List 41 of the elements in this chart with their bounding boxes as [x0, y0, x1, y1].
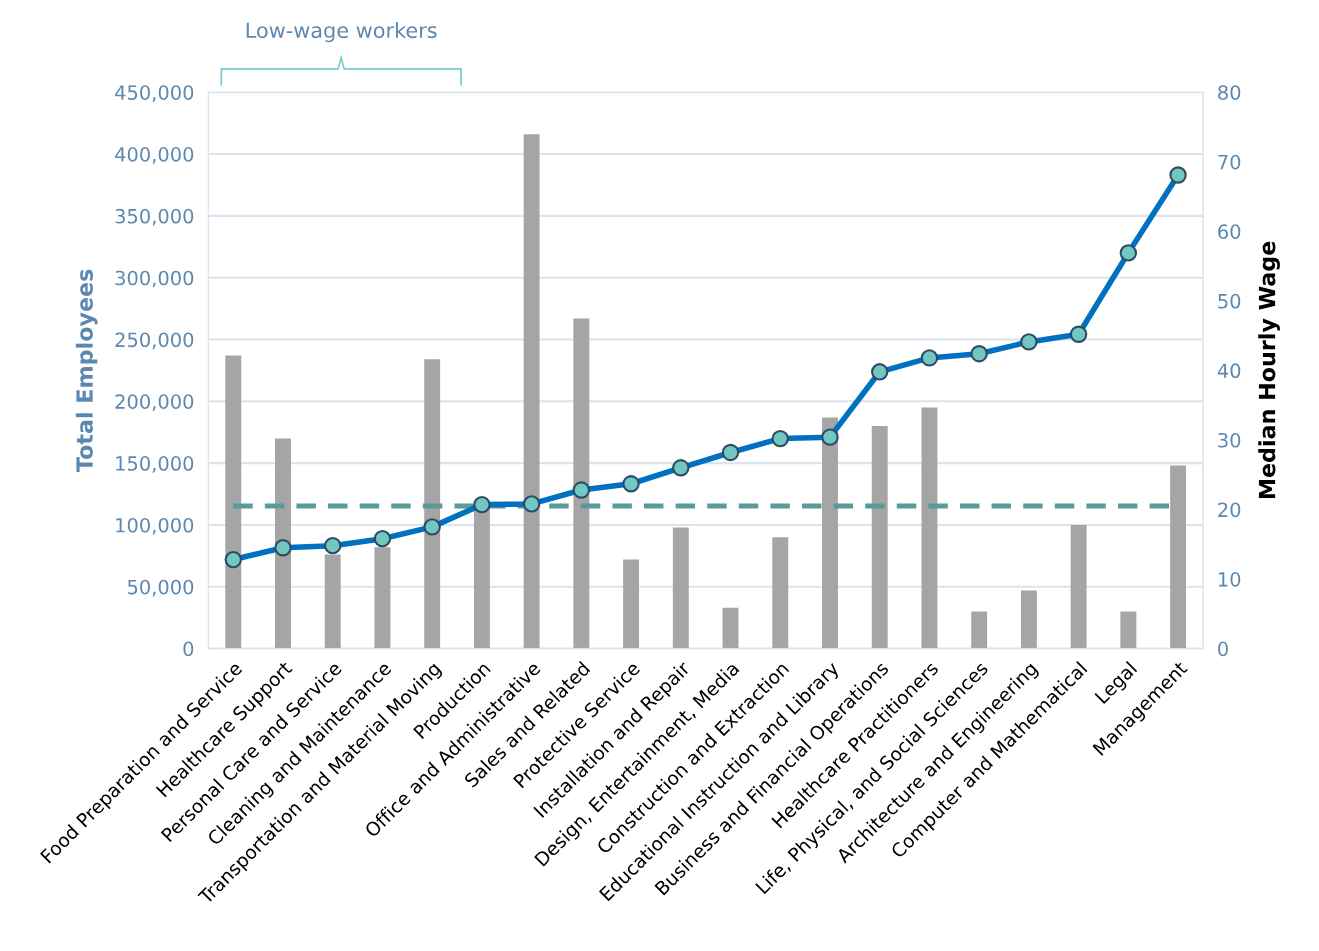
bar [523, 134, 540, 649]
y-tick-label: 0 [183, 641, 194, 657]
bar [1120, 611, 1137, 649]
y-tick-label: 50,000 [127, 579, 194, 597]
y-tick-label: 100,000 [116, 517, 194, 535]
y2-tick-label: 50 [1218, 293, 1241, 309]
bar [1170, 465, 1187, 649]
y2-tick-label: 30 [1218, 432, 1241, 448]
y-tick-label: 450,000 [115, 85, 194, 102]
bar [672, 527, 689, 649]
y2-tick-label: 80 [1218, 85, 1241, 100]
bar [573, 318, 590, 649]
y2-tick-label: 70 [1218, 154, 1241, 170]
bar [722, 607, 739, 649]
bar [1070, 524, 1087, 649]
bar [225, 355, 242, 649]
y-tick-label: 300,000 [115, 270, 194, 288]
y2-tick-label: 0 [1218, 641, 1228, 657]
bar [921, 407, 938, 649]
bar [324, 554, 341, 649]
y-tick-label: 250,000 [115, 332, 194, 350]
bar [1020, 590, 1037, 649]
y2-tick-label: 40 [1217, 363, 1241, 379]
bar [971, 611, 988, 649]
y2-tick-label: 10 [1218, 572, 1241, 587]
y-tick-label: 200,000 [115, 394, 194, 411]
bar [275, 438, 291, 649]
bar [822, 417, 838, 649]
y2-tick-label: 20 [1218, 502, 1241, 518]
y-tick-label: 400,000 [115, 147, 194, 164]
y-tick-label: 150,000 [116, 456, 194, 473]
y2-tick-label: 60 [1218, 224, 1241, 239]
bar [623, 559, 640, 649]
bar [424, 359, 441, 649]
bar [871, 426, 888, 649]
bar [772, 537, 789, 649]
y2-axis-title: Median Hourly Wage [1258, 241, 1280, 499]
bar [374, 547, 391, 649]
text: Low-wage workers [246, 22, 437, 43]
y-axis-title: Total Employees [75, 269, 98, 473]
y-tick-label: 350,000 [115, 208, 194, 226]
